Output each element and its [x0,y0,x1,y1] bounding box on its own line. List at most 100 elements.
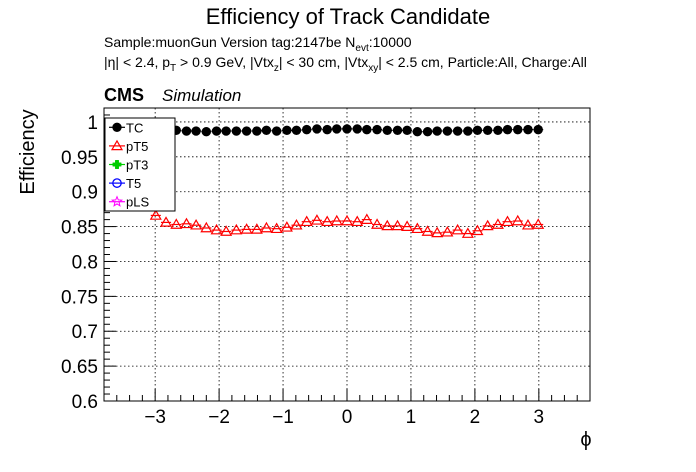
subtitle-part: > 0.9 GeV, |Vtx [176,54,274,70]
data-point [463,126,473,136]
data-point [422,127,433,137]
data-point [240,223,253,234]
data-point [431,226,444,238]
data-point [362,124,372,135]
data-point [521,218,535,230]
data-point [360,213,373,224]
data-point [342,124,352,134]
data-point [421,225,434,236]
y-tick-label: 0.7 [72,322,98,343]
legend-marker [110,195,124,207]
data-point [493,125,503,136]
data-point [210,223,223,235]
data-point [372,124,382,135]
data-point [322,124,332,135]
legend-label: T5 [126,176,141,191]
data-point [482,125,493,136]
data-point [381,219,394,231]
data-point [513,124,523,135]
data-point [382,125,392,136]
data-point [230,223,243,235]
legend-item-t5: T5 [109,176,141,191]
data-point [290,218,303,230]
data-point [441,225,454,237]
subtitle-line-1: Sample:muonGun Version tag:2147be Nevt:1… [104,34,412,54]
x-tick-label: −1 [272,407,294,428]
data-point [402,125,412,136]
subtitle-part: T [170,63,176,74]
data-point [352,124,362,134]
data-point [302,124,312,135]
x-tick-label: 0 [342,407,353,428]
legend-marker [112,160,122,169]
x-tick-label: 3 [534,407,545,428]
subtitle-part: | < 30 cm, |Vtx [279,54,368,70]
legend-label: pT3 [126,158,148,173]
legend-item-pt5: pT5 [109,139,148,154]
data-point [501,215,514,227]
subtitle-sample-info: Sample:muonGun Version tag:2147be N [104,34,355,50]
subtitle-nevt-sub: evt [355,43,369,54]
data-point [282,125,292,136]
data-point [412,127,423,137]
data-point [190,218,203,230]
data-point [241,126,252,136]
data-point [491,218,504,229]
legend-marker [110,139,124,151]
subtitle-part: z [274,63,279,74]
subtitle-part: |η| < 2.4, p [104,54,170,70]
y-tick-label: 0.95 [61,148,98,169]
subtitle-part: xy [368,63,378,74]
subtitle-line-2: |η| < 2.4, pT > 0.9 GeV, |Vtxz| < 30 cm,… [104,54,587,74]
data-point [310,214,323,225]
data-point [200,221,213,233]
data-point [252,126,262,136]
legend-marker [112,122,122,133]
data-point [270,222,283,234]
data-point [451,223,464,235]
x-axis-title: ϕ [580,429,591,451]
x-tick-label: −3 [144,407,166,428]
data-point [300,215,313,227]
data-point [411,222,424,234]
data-point [261,125,272,136]
data-point [220,225,233,236]
data-point [481,219,494,231]
data-point [312,124,322,134]
data-point [260,221,273,233]
data-point [180,217,193,229]
cms-label: CMS [104,85,144,105]
data-point [533,124,543,135]
series-pt5 [149,209,545,238]
x-tick-label: 1 [406,407,417,428]
x-tick-label: −2 [208,407,230,428]
y-axis-title: Efficiency [17,109,39,194]
x-tick-label: 2 [470,407,481,428]
data-point [391,219,404,231]
data-point [351,215,364,227]
y-tick-label: 0.75 [61,287,98,308]
legend-label: pLS [126,195,149,210]
data-point [170,218,183,229]
data-point [472,125,483,136]
data-point [432,126,442,136]
plot-area: −3 −2 −1 0 1 2 3 0.6 0.65 0.7 0.75 0.8 0.85 0.9 0.95 1 [61,107,591,428]
data-point [332,124,342,134]
data-point [330,214,343,226]
legend-marker [112,178,122,188]
simulation-label: Simulation [162,86,241,105]
data-point [191,126,201,136]
legend-label: pT5 [126,139,148,154]
data-point [181,126,192,136]
data-point [271,126,282,136]
y-tick-label: 0.65 [61,357,98,378]
data-point [461,227,474,238]
data-point [442,126,453,136]
data-point [201,127,212,137]
data-point [211,126,222,136]
data-point [231,126,242,136]
data-point [250,223,263,234]
legend-item-pt3: pT3 [109,158,148,173]
data-point [502,124,513,135]
